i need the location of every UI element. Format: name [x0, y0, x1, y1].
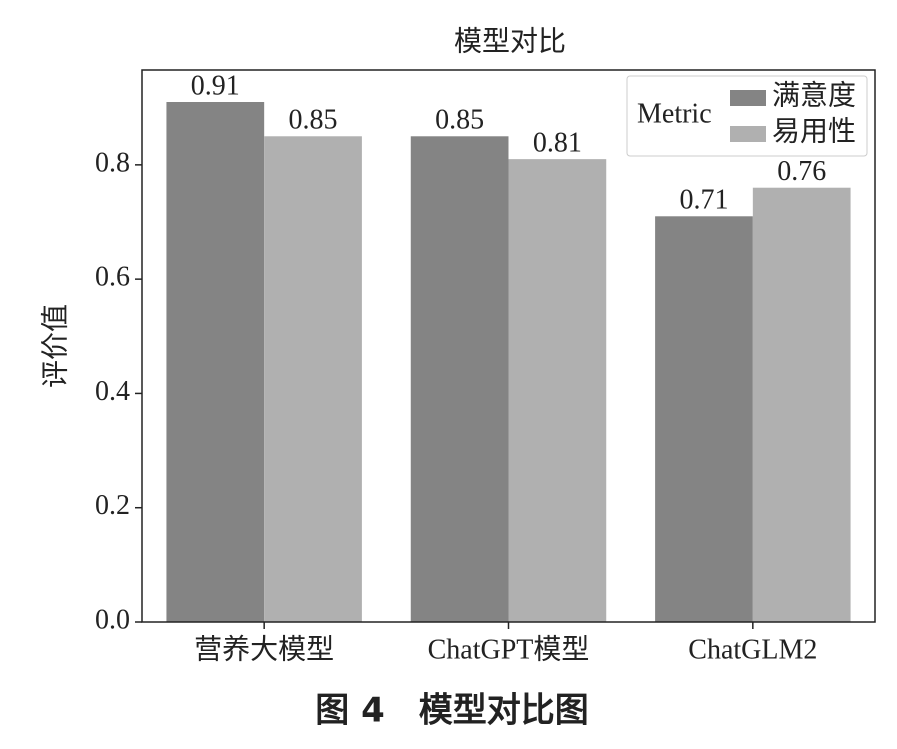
- x-tick-label: 营养大模型: [194, 633, 334, 665]
- figure-caption: 图 4 模型对比图: [315, 691, 589, 731]
- value-label: 0.76: [777, 156, 826, 187]
- chart-title: 模型对比: [454, 25, 566, 57]
- x-tick-label: ChatGPT模型: [428, 633, 590, 665]
- bar: [752, 187, 851, 622]
- y-tick-label: 0.2: [95, 490, 130, 521]
- bar: [410, 136, 509, 623]
- bar: [508, 159, 607, 622]
- value-label: 0.85: [289, 105, 338, 136]
- x-tick-label: ChatGLM2: [688, 634, 817, 665]
- value-label: 0.81: [533, 128, 582, 159]
- legend-label: 满意度: [772, 79, 856, 111]
- y-tick-label: 0.8: [95, 147, 130, 178]
- bar: [264, 136, 362, 623]
- legend-label: 易用性: [772, 115, 856, 147]
- bar: [655, 216, 753, 623]
- y-tick-label: 0.0: [95, 604, 130, 635]
- legend-swatch: [730, 126, 766, 142]
- legend-title: Metric: [637, 98, 712, 129]
- value-label: 0.71: [679, 185, 728, 216]
- y-tick-label: 0.4: [95, 376, 130, 407]
- plot-frame: [141, 69, 876, 623]
- y-axis-label: 评价值: [39, 304, 71, 388]
- value-label: 0.85: [435, 105, 484, 136]
- y-tick-label: 0.6: [95, 262, 130, 293]
- legend-swatch: [730, 90, 766, 106]
- bar: [166, 102, 265, 622]
- value-label: 0.91: [191, 70, 240, 101]
- legend-box: [626, 75, 868, 157]
